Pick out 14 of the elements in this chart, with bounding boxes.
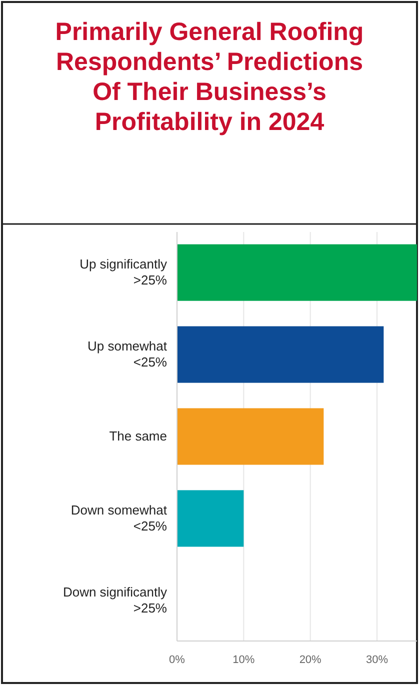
x-tick-label: 0%: [169, 654, 186, 666]
chart-title: Primarily General Roofing Respondents’ Predictions Of Their Business’s Profitability in 2024: [55, 18, 364, 136]
y-tick-label: Up significantly >25%: [80, 256, 168, 288]
bar: [177, 408, 324, 465]
y-tick-label: The same: [109, 428, 167, 444]
bar: [177, 244, 417, 301]
bar: [177, 490, 244, 547]
x-tick-label: 10%: [232, 654, 255, 666]
y-tick-label: Up somewhat <25%: [88, 338, 168, 370]
y-tick-label: Down significantly >25%: [62, 584, 168, 616]
y-tick-label: Down somewhat <25%: [70, 502, 168, 534]
x-tick-label: 30%: [366, 654, 388, 666]
x-tick-label: 20%: [299, 654, 322, 666]
bar: [177, 326, 384, 383]
